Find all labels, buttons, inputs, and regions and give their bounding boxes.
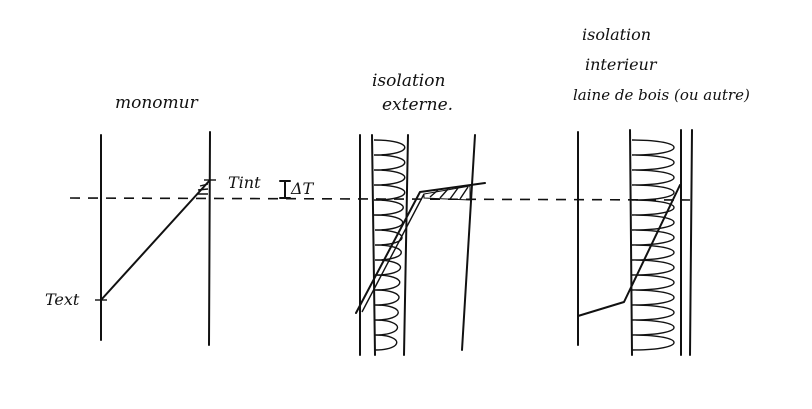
ext-temperature-line: [355, 182, 486, 314]
monomur-wall-inner: [208, 131, 211, 346]
ext-insulation-zigzag: [373, 139, 406, 351]
label-text: Text: [45, 290, 80, 309]
int-wall-right: [689, 129, 693, 356]
ext-hatch: [429, 186, 469, 200]
label-monomur: monomur: [115, 93, 199, 113]
ext-hatch-area: [423, 185, 471, 201]
label-tint: Tint: [228, 173, 261, 192]
label-int-line1: isolation: [582, 25, 651, 44]
ext-temperature-line-2: [361, 193, 425, 313]
ext-insulation-right: [403, 134, 409, 356]
int-temperature-line: [577, 184, 681, 317]
label-delta-t: ΔT: [290, 179, 315, 198]
ext-insulation-left: [371, 134, 376, 356]
label-int-line2: interieur: [585, 55, 658, 74]
label-int-line3: laine de bois (ou autre): [573, 86, 750, 104]
monomur-hatch: [197, 183, 209, 195]
monomur-temperature-line: [100, 179, 211, 301]
label-ext-line2: externe.: [382, 95, 453, 115]
int-insulation-zigzag: [631, 139, 675, 351]
ext-wall-right: [461, 134, 476, 351]
int-insulation-left: [629, 129, 633, 356]
delta-t-bracket: [279, 180, 291, 199]
label-ext-line1: isolation: [372, 71, 445, 91]
dashed-reference-line: [69, 197, 691, 201]
